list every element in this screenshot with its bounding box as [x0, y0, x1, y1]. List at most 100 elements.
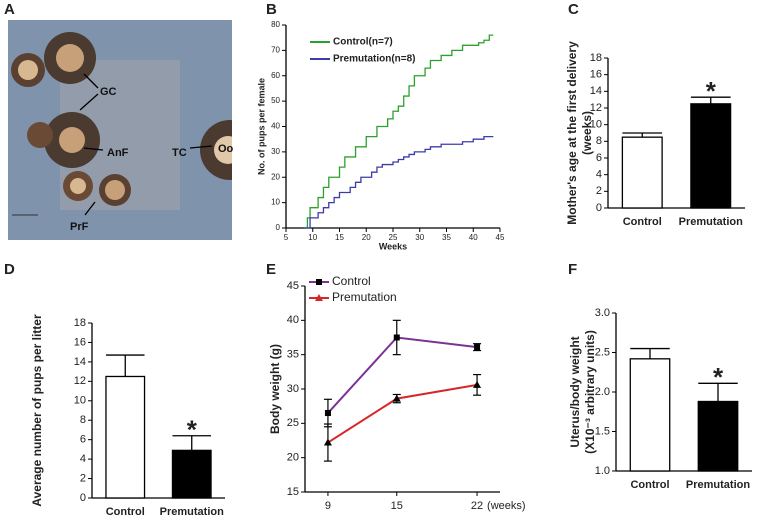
x-tick-label: 45	[496, 233, 505, 242]
y-tick-label: 14	[590, 85, 602, 97]
panel-label: F	[568, 261, 577, 278]
y-tick-label: 4	[80, 453, 86, 465]
y-tick-label: 6	[596, 152, 602, 164]
x-tick-label: Premutation	[686, 479, 750, 491]
marker	[393, 334, 400, 341]
marker	[323, 438, 332, 446]
y-tick-label: 16	[590, 69, 602, 81]
series-line	[327, 383, 478, 444]
y-tick-label: 25	[287, 417, 299, 429]
y-tick-label: 45	[287, 280, 299, 292]
y-tick-label: 6	[80, 434, 86, 446]
oocyte	[105, 180, 125, 200]
y-tick-label: 8	[596, 135, 602, 147]
y-tick-label: 20	[271, 172, 280, 181]
marker	[473, 380, 482, 388]
y-tick-label: 18	[590, 52, 602, 64]
y-tick-label: 18	[74, 317, 86, 329]
y-tick-label: 0	[80, 492, 86, 504]
bar	[697, 400, 739, 472]
y-tick-label: 2.0	[595, 386, 610, 398]
series-line	[304, 136, 494, 229]
image-label: Oo	[218, 143, 234, 155]
x-axis-label: Weeks	[379, 241, 407, 251]
legend-label: Premutation(n=8)	[333, 54, 416, 65]
x-tick-label: Control	[106, 506, 145, 517]
y-tick-label: 15	[287, 486, 299, 498]
y-tick-label: 30	[287, 383, 299, 395]
y-axis-label: Uterus/body weight	[568, 336, 582, 447]
y-tick-label: 10	[74, 395, 86, 407]
y-tick-label: 80	[271, 20, 280, 29]
x-tick-label: 20	[362, 233, 371, 242]
marker	[324, 410, 331, 417]
bar	[171, 449, 212, 499]
oocyte	[70, 178, 86, 194]
panel-label: E	[266, 261, 276, 278]
y-axis-label: No. of pups per female	[256, 78, 266, 175]
y-tick-label: 20	[287, 452, 299, 464]
bar	[690, 103, 732, 209]
y-tick-label: 2	[596, 185, 602, 197]
image-label: TC	[172, 147, 187, 159]
y-tick-label: 60	[271, 71, 280, 80]
legend-label: Premutation	[332, 290, 397, 304]
oocyte	[59, 127, 85, 153]
oocyte	[18, 60, 38, 80]
y-tick-label: 50	[271, 96, 280, 105]
y-tick-label: 10	[590, 119, 602, 131]
x-axis-label: (weeks)	[487, 500, 526, 512]
panel-label: B	[266, 1, 277, 18]
y-tick-label: 40	[287, 314, 299, 326]
y-tick-label: 35	[287, 349, 299, 361]
panel-label: A	[4, 1, 15, 18]
annotation: *	[187, 415, 198, 445]
oocyte	[56, 44, 84, 72]
annotation: *	[706, 76, 717, 106]
y-tick-label: 12	[74, 375, 86, 387]
y-tick-label: 10	[271, 198, 280, 207]
x-tick-label: 40	[469, 233, 478, 242]
y-tick-label: 12	[590, 102, 602, 114]
y-tick-label: 16	[74, 336, 86, 348]
image-label: GC	[100, 86, 117, 98]
y-tick-label: 1.5	[595, 425, 610, 437]
follicle	[27, 122, 53, 148]
marker	[392, 394, 401, 402]
series-line	[304, 34, 494, 229]
y-tick-label: 30	[271, 147, 280, 156]
x-tick-label: Control	[623, 216, 662, 228]
x-tick-label: Control	[630, 479, 669, 491]
x-tick-label: 15	[335, 233, 344, 242]
y-axis-label: Average number of pups per litter	[30, 314, 44, 507]
bar	[105, 375, 146, 499]
y-tick-label: 70	[271, 45, 280, 54]
y-axis-label: (weeks)	[580, 111, 594, 155]
image-label: AnF	[107, 147, 129, 159]
y-axis-label: Mother's age at the first delivery	[565, 41, 579, 225]
x-tick-label: Premutation	[679, 216, 743, 228]
y-axis-label: (X10⁻³ arbitrary units)	[583, 330, 597, 454]
x-tick-label: 22	[471, 500, 483, 512]
arrows	[79, 73, 213, 216]
mask	[0, 20, 8, 240]
series-line	[327, 336, 478, 414]
y-tick-label: 14	[74, 356, 86, 368]
y-tick-label: 0	[276, 223, 281, 232]
image-label: PrF	[70, 221, 89, 233]
y-tick-label: 4	[596, 169, 602, 181]
histology-image	[0, 20, 262, 240]
marker	[474, 344, 481, 351]
y-tick-label: 2	[80, 472, 86, 484]
x-tick-label: 15	[391, 500, 403, 512]
x-tick-label: 10	[308, 233, 317, 242]
x-tick-label: 25	[389, 233, 398, 242]
x-tick-label: Premutation	[160, 506, 224, 517]
y-tick-label: 8	[80, 414, 86, 426]
x-tick-label: 35	[442, 233, 451, 242]
y-tick-label: 1.0	[595, 465, 610, 477]
legend-label: Control	[332, 274, 371, 288]
x-tick-label: 5	[284, 233, 289, 242]
panel-label: D	[4, 261, 15, 278]
y-tick-label: 2.5	[595, 346, 610, 358]
